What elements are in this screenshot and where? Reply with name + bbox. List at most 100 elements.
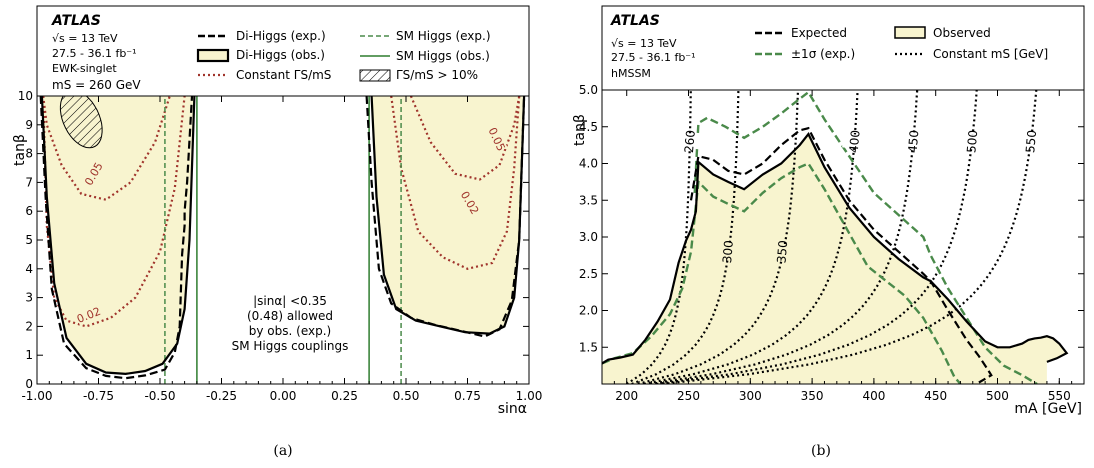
annotation-line-3: by obs. (exp.) xyxy=(249,324,331,338)
x-tick-label: 500 xyxy=(986,389,1009,403)
legend-hatched-swatch xyxy=(359,69,391,82)
legend-di-higgs-obs: Di-Higgs (obs.) xyxy=(236,48,325,62)
constant-ms-label: 260 xyxy=(682,129,698,153)
y-tick-label: 0 xyxy=(25,377,33,391)
panel-a-observed-region-right xyxy=(371,96,529,334)
y-tick-label: 2.5 xyxy=(579,267,598,281)
panel-a-legend: Di-Higgs (exp.) Di-Higgs (obs.) Constant… xyxy=(196,29,491,82)
annotation-line-1: |sinα| <0.35 xyxy=(253,294,327,308)
legend-observed: Observed xyxy=(933,26,991,40)
panel-a-lumi: 27.5 - 36.1 fb⁻¹ xyxy=(52,47,137,60)
x-tick-label: 450 xyxy=(924,389,947,403)
panel-b-caption: (b) xyxy=(811,443,831,459)
constant-ms-label-bg xyxy=(900,133,927,150)
panel-a-expected-left xyxy=(39,96,194,380)
y-tick-label: 4.5 xyxy=(579,120,598,134)
constant-ms-curve-500 xyxy=(656,90,978,384)
constant-ms-curve-450 xyxy=(650,90,919,384)
panel-a-mass: mS = 260 GeV xyxy=(52,78,141,92)
legend-di-higgs-obs-swatch xyxy=(196,48,230,63)
constant-ms-label-bg xyxy=(677,133,703,150)
panel-a-annotation: |sinα| <0.35 (0.48) allowed by obs. (exp… xyxy=(232,294,349,353)
x-tick-label: 250 xyxy=(677,389,700,403)
contour-label-bg xyxy=(458,189,482,216)
panel-a-y-label: tanβ xyxy=(12,134,28,166)
panel-b-y-label: tanβ xyxy=(572,114,588,146)
y-tick-label: 5.0 xyxy=(579,83,598,97)
x-tick-label: 400 xyxy=(862,389,885,403)
panel-a-axes: -1.00 -0.75 -0.50 -0.25 0.00 0.25 0.50 0.75 1.00… xyxy=(18,89,543,403)
constant-ms-label: 450 xyxy=(905,129,921,153)
constant-width-contour-0.05 xyxy=(409,96,521,181)
constant-width-contour-0.05 xyxy=(42,96,171,201)
y-tick-label: 5 xyxy=(25,233,33,247)
y-tick-label: 1.5 xyxy=(579,340,598,354)
panel-a-hatched-region xyxy=(59,96,103,149)
panel-b-atlas-label: ATLAS xyxy=(610,13,660,29)
contour-label-bg xyxy=(82,160,105,188)
panel-b-frame xyxy=(601,5,1085,385)
legend-di-higgs-exp: Di-Higgs (exp.) xyxy=(236,29,326,43)
y-tick-label: 3.0 xyxy=(579,230,598,244)
panel-a-caption: (a) xyxy=(273,443,292,459)
constant-ms-label-bg xyxy=(959,133,985,150)
panel-b-plus-1sigma xyxy=(693,90,1038,384)
panel-b-axes: 200 250 300 350 400 450 500 550 1.5 2.0 2.5 3.0 3.5 4… xyxy=(579,83,1085,403)
constant-ms-label: 550 xyxy=(1023,129,1039,153)
constant-width-contour-0.02 xyxy=(42,96,186,328)
x-tick-label: 0.50 xyxy=(393,389,420,403)
panel-b-expected xyxy=(689,126,993,384)
panel-a-energy: √s = 13 TeV xyxy=(52,32,118,45)
x-tick-label: 0.75 xyxy=(454,389,481,403)
legend-hatched: ΓS/mS > 10% xyxy=(396,68,478,82)
constant-ms-label-bg xyxy=(769,243,795,260)
legend-sm-higgs-obs: SM Higgs (obs.) xyxy=(396,49,490,63)
panel-a-observed-region-left xyxy=(37,96,195,374)
y-tick-label: 6 xyxy=(25,204,33,218)
constant-ms-label: 350 xyxy=(774,240,790,264)
constant-ms-curve-260 xyxy=(626,90,692,384)
annotation-line-2: (0.48) allowed xyxy=(247,309,333,323)
x-tick-label: 350 xyxy=(801,389,824,403)
constant-ms-label: 500 xyxy=(964,129,980,153)
constant-ms-label: 400 xyxy=(847,129,863,153)
x-tick-label: 0.25 xyxy=(331,389,358,403)
constant-ms-curve-550 xyxy=(662,90,1038,384)
y-tick-label: 1 xyxy=(25,348,33,362)
constant-ms-label-bg xyxy=(715,243,741,260)
panel-a-expected-right xyxy=(365,96,526,338)
legend-expected: Expected xyxy=(791,26,847,40)
y-tick-label: 2.0 xyxy=(579,304,598,318)
panel-b-ms-labels: 260 300 350 400 450 500 550 xyxy=(677,129,1044,264)
panel-a-atlas-label: ATLAS xyxy=(51,13,101,29)
constant-ms-label-bg xyxy=(1018,133,1044,150)
constant-ms-label: 300 xyxy=(720,240,736,264)
x-tick-label: -0.50 xyxy=(144,389,175,403)
panel-b-model: hMSSM xyxy=(611,67,651,80)
y-tick-label: 8 xyxy=(25,147,33,161)
panel-b-minus-1sigma xyxy=(602,161,962,384)
contour-label-bg xyxy=(75,304,103,325)
x-tick-label: -1.00 xyxy=(21,389,52,403)
constant-ms-label-bg xyxy=(842,133,868,150)
y-tick-label: 10 xyxy=(18,89,33,103)
constant-ms-curve-300 xyxy=(631,90,740,384)
legend-sm-higgs-exp: SM Higgs (exp.) xyxy=(396,29,491,43)
panel-b-observed xyxy=(602,132,1069,365)
x-tick-label: 1.00 xyxy=(516,389,543,403)
annotation-line-4: SM Higgs couplings xyxy=(232,339,349,353)
panel-a-constant-width-contours xyxy=(42,96,521,328)
panel-b: 260 300 350 400 450 500 550 200 250 300 350 400 450… xyxy=(572,5,1085,459)
panel-b-observed-region xyxy=(602,134,1067,384)
x-tick-label: -0.25 xyxy=(206,389,237,403)
y-tick-label: 2 xyxy=(25,319,33,333)
constant-ms-curve-350 xyxy=(637,90,800,384)
panel-b-plot-area: 260 300 350 400 450 500 550 xyxy=(602,90,1069,384)
y-tick-label: 7 xyxy=(25,175,33,189)
contour-label-bg xyxy=(486,125,508,153)
constant-width-contour-0.02 xyxy=(390,96,521,270)
panel-a: 0.050.020.050.02 -1.00 -0.75 -0.50 -0.25 0.0… xyxy=(12,5,543,459)
panel-b-x-label: mA [GeV] xyxy=(1014,401,1082,417)
legend-constant-ms: Constant mS [GeV] xyxy=(933,47,1048,61)
